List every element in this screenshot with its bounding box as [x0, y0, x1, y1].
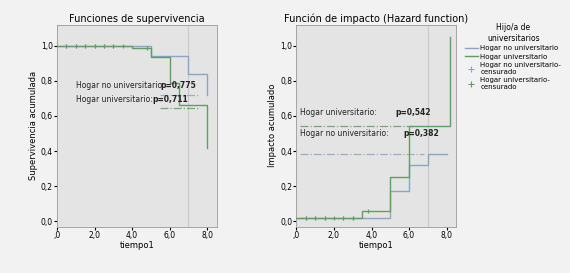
Text: Hogar universitario:: Hogar universitario:	[300, 108, 378, 117]
Title: Función de impacto (Hazard function): Función de impacto (Hazard function)	[284, 13, 469, 24]
Y-axis label: Impacto acumulado: Impacto acumulado	[268, 84, 278, 167]
Title: Funciones de supervivencia: Funciones de supervivencia	[69, 14, 205, 24]
Text: p=0,711: p=0,711	[153, 95, 189, 104]
Text: p=0,382: p=0,382	[404, 129, 439, 138]
Text: p=0,542: p=0,542	[396, 108, 431, 117]
Y-axis label: Supervivencia acumulada: Supervivencia acumulada	[29, 71, 38, 180]
Text: Hogar universitario:: Hogar universitario:	[76, 95, 155, 104]
Legend: Hogar no universitario, Hogar universitario, Hogar no universitario-
censurado, : Hogar no universitario, Hogar universita…	[462, 20, 564, 93]
X-axis label: tiempo1: tiempo1	[120, 241, 154, 250]
Text: Hogar no universitario:: Hogar no universitario:	[300, 129, 390, 138]
X-axis label: tiempo1: tiempo1	[359, 241, 393, 250]
Text: p=0,775: p=0,775	[161, 81, 197, 90]
Text: Hogar no universitario:: Hogar no universitario:	[76, 81, 167, 90]
